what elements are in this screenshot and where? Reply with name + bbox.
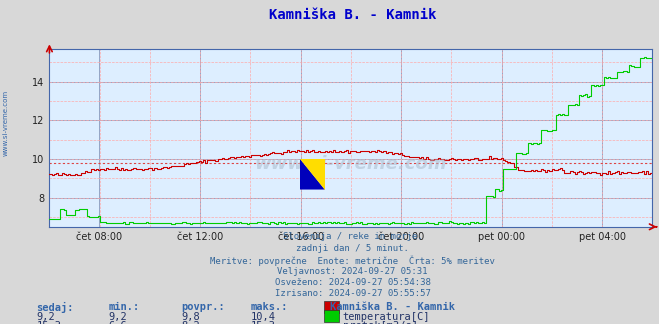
Text: 15,3: 15,3 bbox=[250, 321, 275, 324]
Text: min.:: min.: bbox=[109, 302, 140, 312]
Text: Kamniška B. - Kamnik: Kamniška B. - Kamnik bbox=[269, 8, 436, 22]
Text: Meritve: povprečne  Enote: metrične  Črta: 5% meritev: Meritve: povprečne Enote: metrične Črta:… bbox=[210, 255, 495, 266]
Polygon shape bbox=[300, 159, 325, 190]
Text: temperatura[C]: temperatura[C] bbox=[343, 312, 430, 322]
Text: www.si-vreme.com: www.si-vreme.com bbox=[2, 90, 9, 156]
Text: 6,6: 6,6 bbox=[109, 321, 127, 324]
Text: zadnji dan / 5 minut.: zadnji dan / 5 minut. bbox=[296, 244, 409, 253]
Text: Osveženo: 2024-09-27 05:54:38: Osveženo: 2024-09-27 05:54:38 bbox=[275, 278, 430, 287]
Text: 15,3: 15,3 bbox=[36, 321, 61, 324]
Polygon shape bbox=[300, 159, 325, 190]
Text: Kamniška B. - Kamnik: Kamniška B. - Kamnik bbox=[330, 302, 455, 312]
Text: pretok[m3/s]: pretok[m3/s] bbox=[343, 321, 418, 324]
Text: Slovenija / reke in morje.: Slovenija / reke in morje. bbox=[283, 232, 422, 241]
Text: Veljavnost: 2024-09-27 05:31: Veljavnost: 2024-09-27 05:31 bbox=[277, 267, 428, 276]
Text: Izrisano: 2024-09-27 05:55:57: Izrisano: 2024-09-27 05:55:57 bbox=[275, 289, 430, 298]
Text: 9,2: 9,2 bbox=[36, 312, 55, 322]
Text: 8,2: 8,2 bbox=[181, 321, 200, 324]
Text: maks.:: maks.: bbox=[250, 302, 288, 312]
Text: povpr.:: povpr.: bbox=[181, 302, 225, 312]
Text: 9,2: 9,2 bbox=[109, 312, 127, 322]
Text: 10,4: 10,4 bbox=[250, 312, 275, 322]
Text: sedaj:: sedaj: bbox=[36, 302, 74, 313]
Text: 9,8: 9,8 bbox=[181, 312, 200, 322]
Text: www.si-vreme.com: www.si-vreme.com bbox=[254, 156, 447, 173]
